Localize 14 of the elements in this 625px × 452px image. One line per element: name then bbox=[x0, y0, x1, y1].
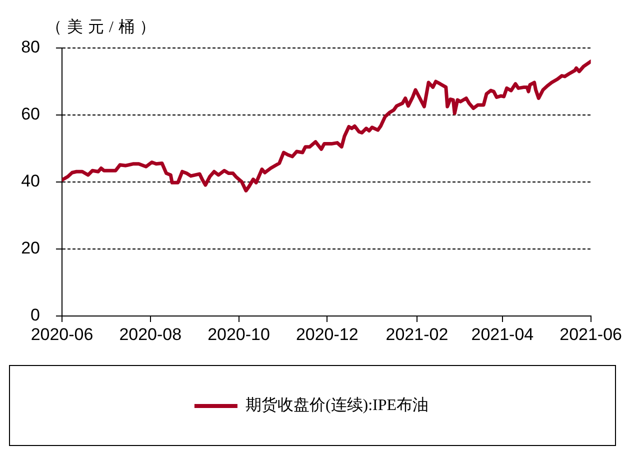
y-tick-label: 0 bbox=[30, 306, 40, 325]
x-tick-label: 2020-12 bbox=[296, 324, 358, 344]
x-tick-label: 2020-10 bbox=[208, 324, 270, 344]
x-tick-label: 2021-04 bbox=[471, 324, 534, 344]
y-tick-label: 20 bbox=[21, 238, 40, 258]
x-tick-label: 2021-06 bbox=[560, 324, 622, 344]
y-tick-label: 40 bbox=[21, 172, 40, 191]
y-axis-title: （美元/桶） bbox=[46, 18, 160, 36]
legend-label: 期货收盘价(连续):IPE布油 bbox=[245, 396, 429, 414]
x-tick-label: 2020-06 bbox=[30, 324, 94, 344]
y-tick-label: 80 bbox=[21, 38, 40, 57]
x-tick-label: 2021-02 bbox=[386, 324, 448, 344]
x-tick-label: 2020-08 bbox=[119, 324, 182, 344]
y-tick-label: 60 bbox=[21, 104, 40, 124]
